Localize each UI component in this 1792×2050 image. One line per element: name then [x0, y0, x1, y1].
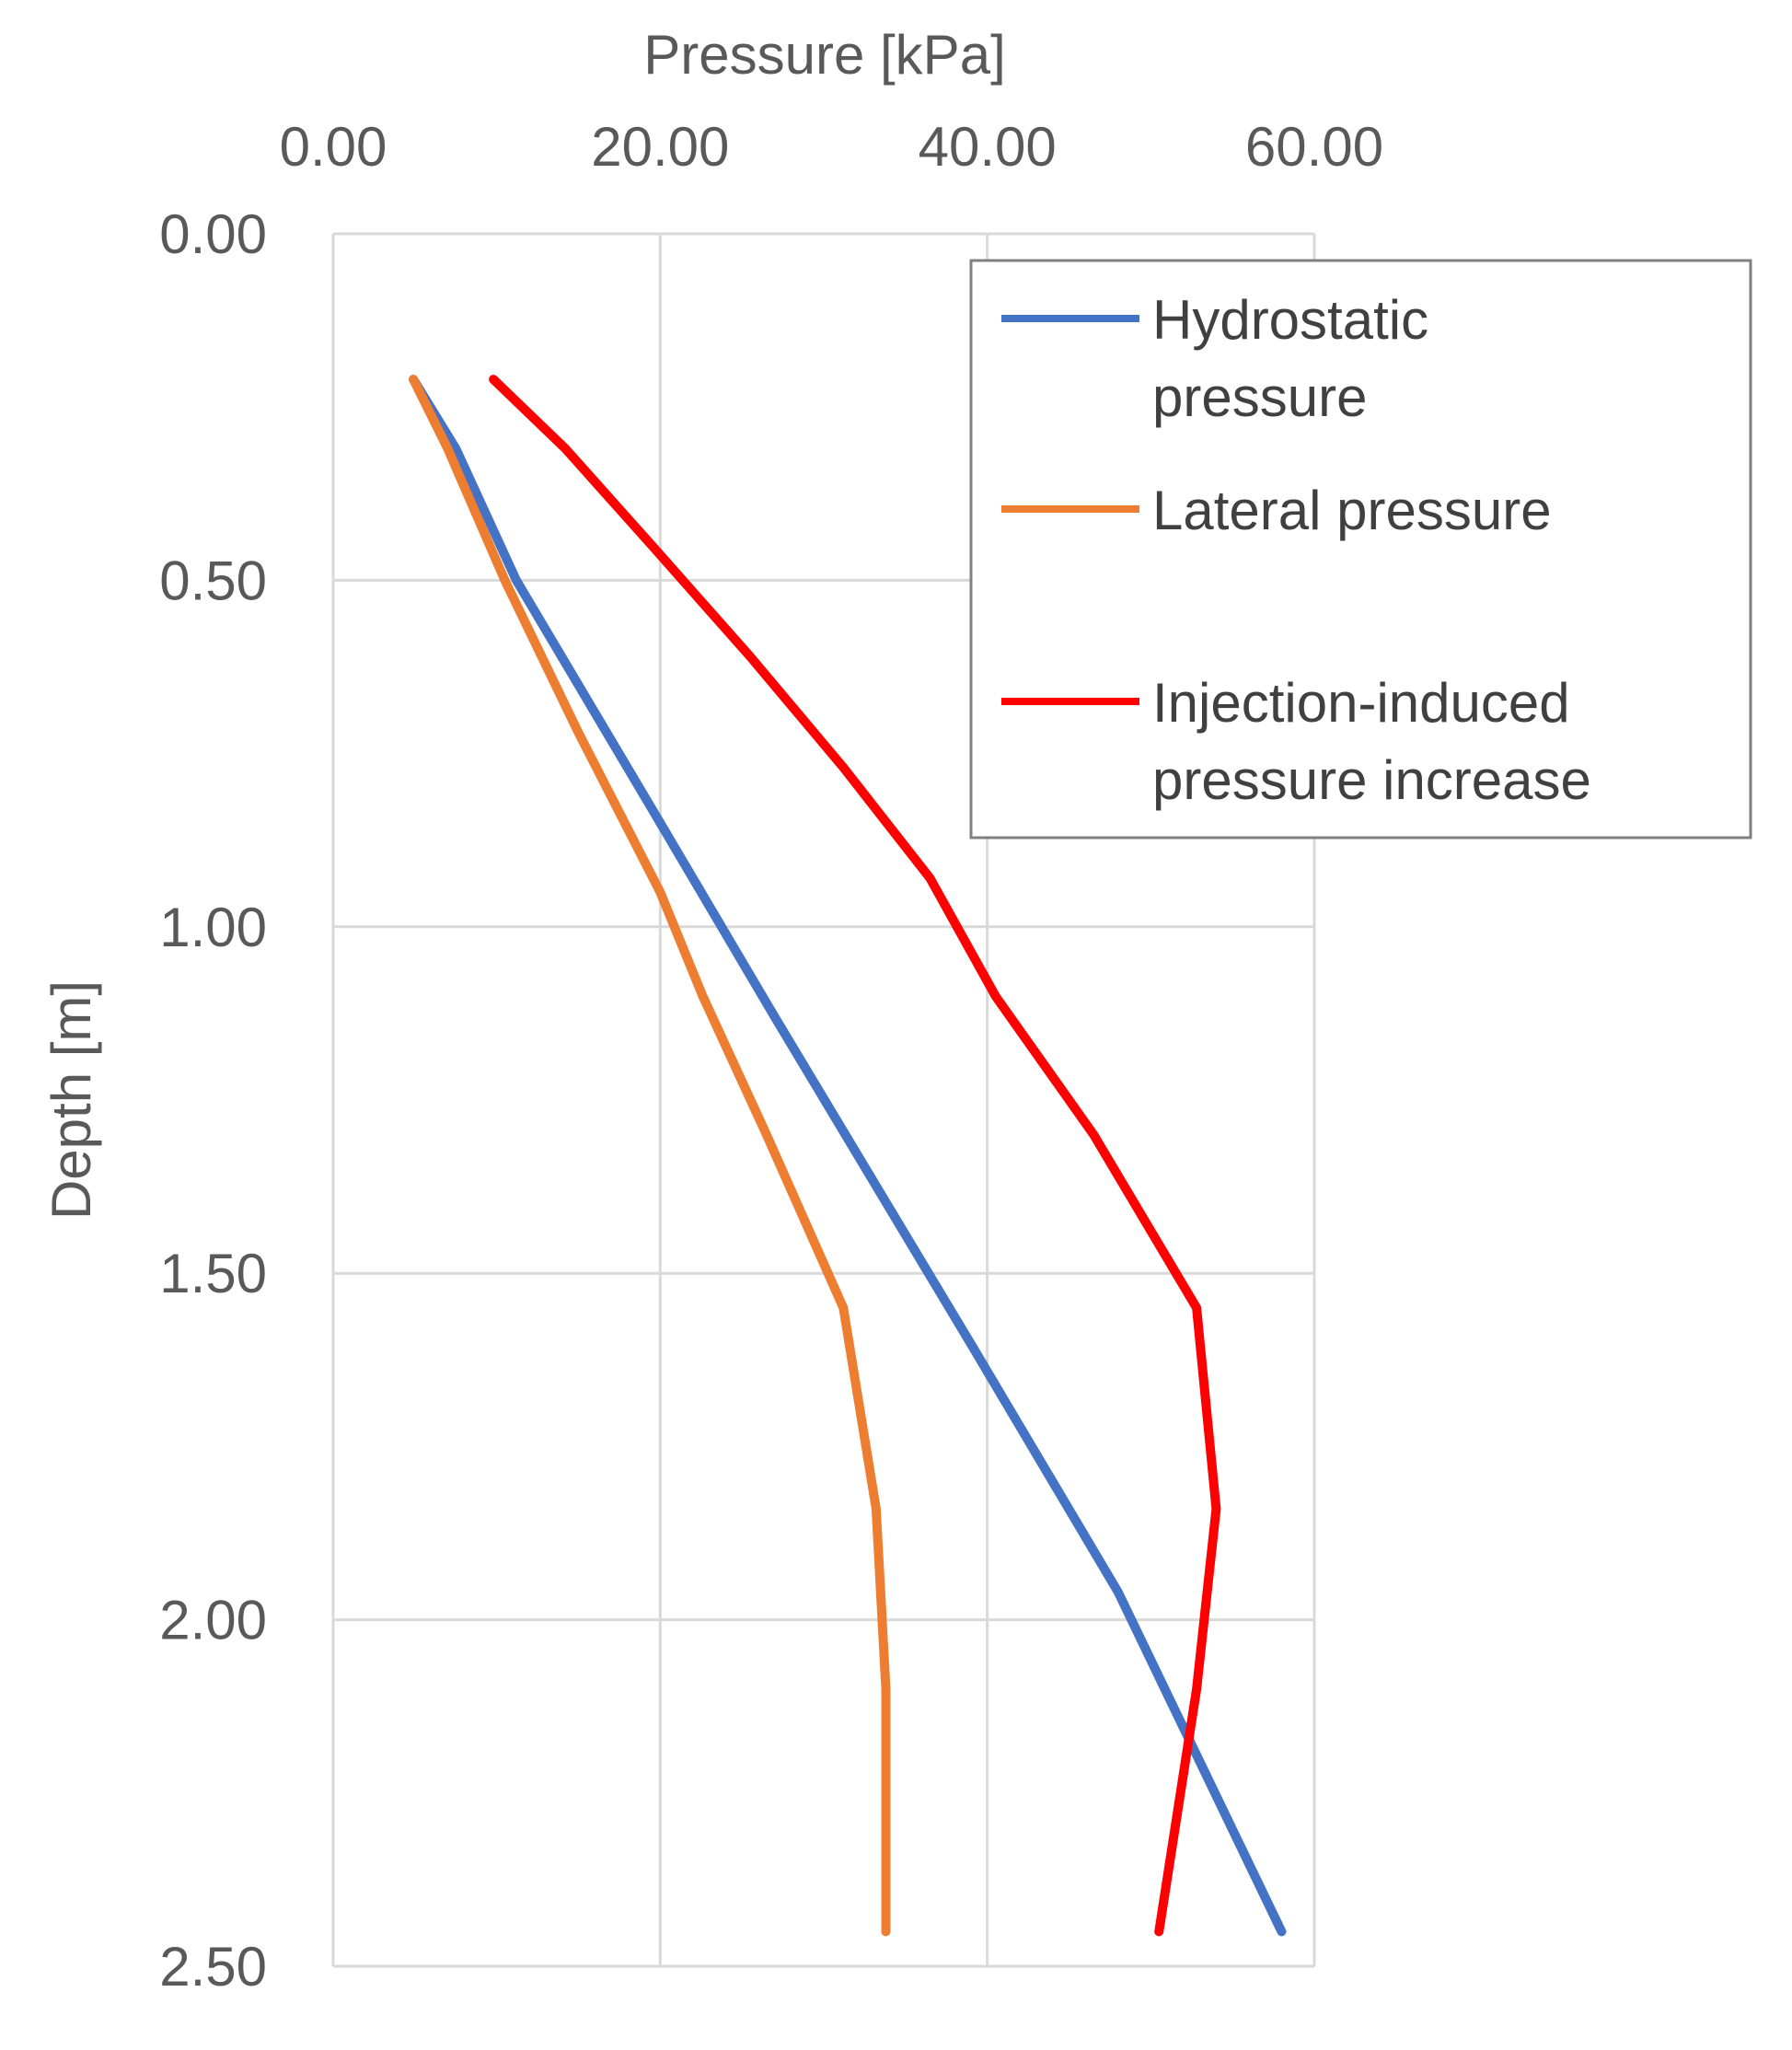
y-tick-label: 0.50	[159, 550, 267, 611]
legend-label-injection: Injection-induced pressure increase	[1152, 672, 1591, 811]
y-tick-label: 1.50	[159, 1243, 267, 1304]
y-tick-label: 0.00	[159, 203, 267, 265]
y-tick-label: 2.00	[159, 1590, 267, 1651]
y-tick-label: 1.00	[159, 897, 267, 958]
series-line-0	[409, 375, 1287, 1937]
y-axis-title: Depth [m]	[40, 980, 102, 1220]
series-line-2	[489, 375, 1221, 1937]
series-layer	[409, 375, 1287, 1937]
x-tick-label: 20.00	[591, 116, 729, 178]
legend-label-hydrostatic: Hydrostatic pressure	[1152, 289, 1444, 428]
x-tick-label: 60.00	[1245, 116, 1383, 178]
y-tick-label: 2.50	[159, 1936, 267, 1998]
axis-layer: Pressure [kPa] Depth [m] 0.00 20.00 40.00 6…	[40, 24, 1383, 1998]
x-tick-label: 40.00	[919, 116, 1057, 178]
x-axis-title: Pressure [kPa]	[643, 24, 1006, 86]
legend-box	[969, 259, 1752, 840]
x-tick-label: 0.00	[280, 116, 387, 178]
legend-label-lateral: Lateral pressure	[1152, 480, 1552, 541]
series-line-1	[409, 375, 891, 1937]
legend: Hydrostatic pressure Lateral pressure In…	[969, 259, 1752, 840]
